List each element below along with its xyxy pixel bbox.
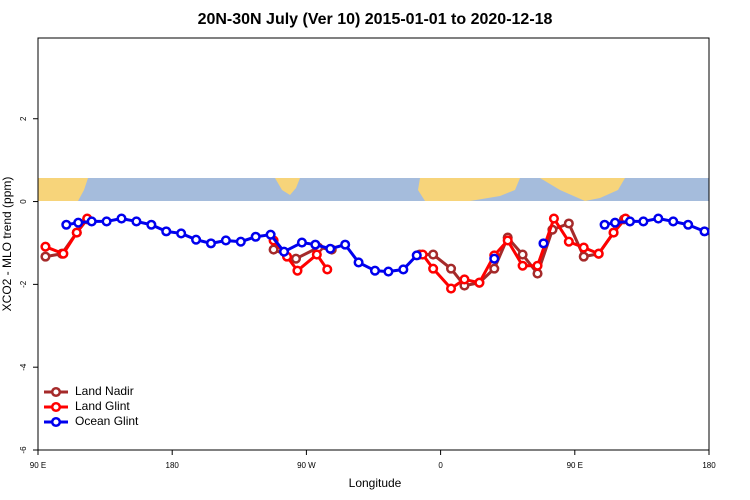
data-point (699, 226, 710, 237)
data-point (268, 244, 279, 255)
data-point (683, 219, 694, 230)
data-point (220, 235, 231, 246)
data-point (538, 238, 549, 249)
data-point (73, 217, 84, 228)
data-point (278, 246, 290, 257)
data-point (489, 253, 500, 264)
legend-swatch-point (50, 416, 62, 428)
data-point (369, 265, 381, 276)
legend-swatch-point (50, 386, 62, 398)
x-axis-label: Longitude (349, 476, 402, 490)
data-point (398, 264, 409, 275)
data-point (653, 213, 664, 224)
data-point (502, 235, 513, 246)
data-point (86, 216, 97, 227)
x-tick-label: 180 (166, 461, 180, 470)
data-point (517, 249, 528, 260)
y-axis-label: XCO2 - MLO trend (ppm) (0, 177, 14, 312)
data-point (353, 257, 364, 268)
y-tick-label: -4 (19, 363, 28, 371)
data-point (599, 219, 610, 230)
data-point (311, 249, 322, 260)
data-point (61, 219, 72, 230)
land (540, 178, 625, 201)
y-tick-label: -6 (19, 446, 28, 454)
data-point (310, 239, 321, 250)
data-point (445, 283, 457, 294)
land (275, 178, 300, 195)
data-point (325, 243, 336, 254)
data-point (265, 229, 276, 240)
y-tick-label: 0 (19, 199, 28, 204)
data-point (383, 266, 394, 277)
data-point (445, 263, 457, 274)
data-point (563, 236, 574, 247)
x-tick-label: 90 E (567, 461, 583, 470)
data-point (296, 237, 307, 248)
map-strip (38, 178, 709, 201)
data-point (58, 248, 69, 259)
data-point (101, 216, 112, 227)
data-point (191, 234, 202, 245)
data-point (428, 263, 439, 274)
data-point (532, 260, 543, 271)
data-point (116, 213, 127, 224)
plot-frame (37, 37, 710, 451)
data-point (578, 251, 589, 262)
x-tick-label: 0 (438, 461, 443, 470)
legend-label: Ocean Glint (75, 414, 139, 428)
data-point (578, 242, 589, 253)
chart-title: 20N-30N July (Ver 10) 2015-01-01 to 2020… (198, 11, 553, 28)
data-point (610, 217, 621, 228)
land (418, 178, 520, 201)
data-point (161, 226, 172, 237)
data-point (428, 249, 439, 260)
data-point (322, 264, 333, 275)
x-tick-label: 180 (702, 461, 716, 470)
y-tick-label: -2 (19, 280, 28, 288)
land (38, 178, 88, 201)
data-point (40, 251, 51, 262)
x-tick-label: 90 E (30, 461, 46, 470)
data-point (235, 236, 246, 247)
data-point (624, 216, 636, 227)
x-tick-label: 90 W (297, 461, 316, 470)
data-point (205, 238, 217, 249)
data-point (489, 263, 500, 274)
data-point (608, 227, 619, 238)
legend-label: Land Nadir (75, 384, 134, 398)
data-point (548, 213, 559, 224)
data-point (71, 227, 82, 238)
data-point (668, 216, 679, 227)
data-point (290, 253, 302, 264)
data-point (517, 260, 528, 271)
data-point (131, 216, 142, 227)
data-point (340, 239, 351, 250)
data-point (250, 231, 261, 242)
data-point (638, 216, 649, 227)
data-point (563, 218, 574, 229)
data-point (292, 265, 303, 276)
data-point (176, 228, 187, 239)
ocean (38, 178, 709, 201)
data-point (411, 250, 422, 261)
y-tick-label: 2 (19, 116, 28, 121)
data-point (532, 268, 543, 279)
data-point (474, 277, 485, 288)
data-point (459, 274, 470, 285)
data-point (146, 219, 157, 230)
data-point (40, 241, 51, 252)
data-point (593, 248, 604, 259)
legend-label: Land Glint (75, 399, 130, 413)
legend-swatch-point (50, 401, 62, 413)
